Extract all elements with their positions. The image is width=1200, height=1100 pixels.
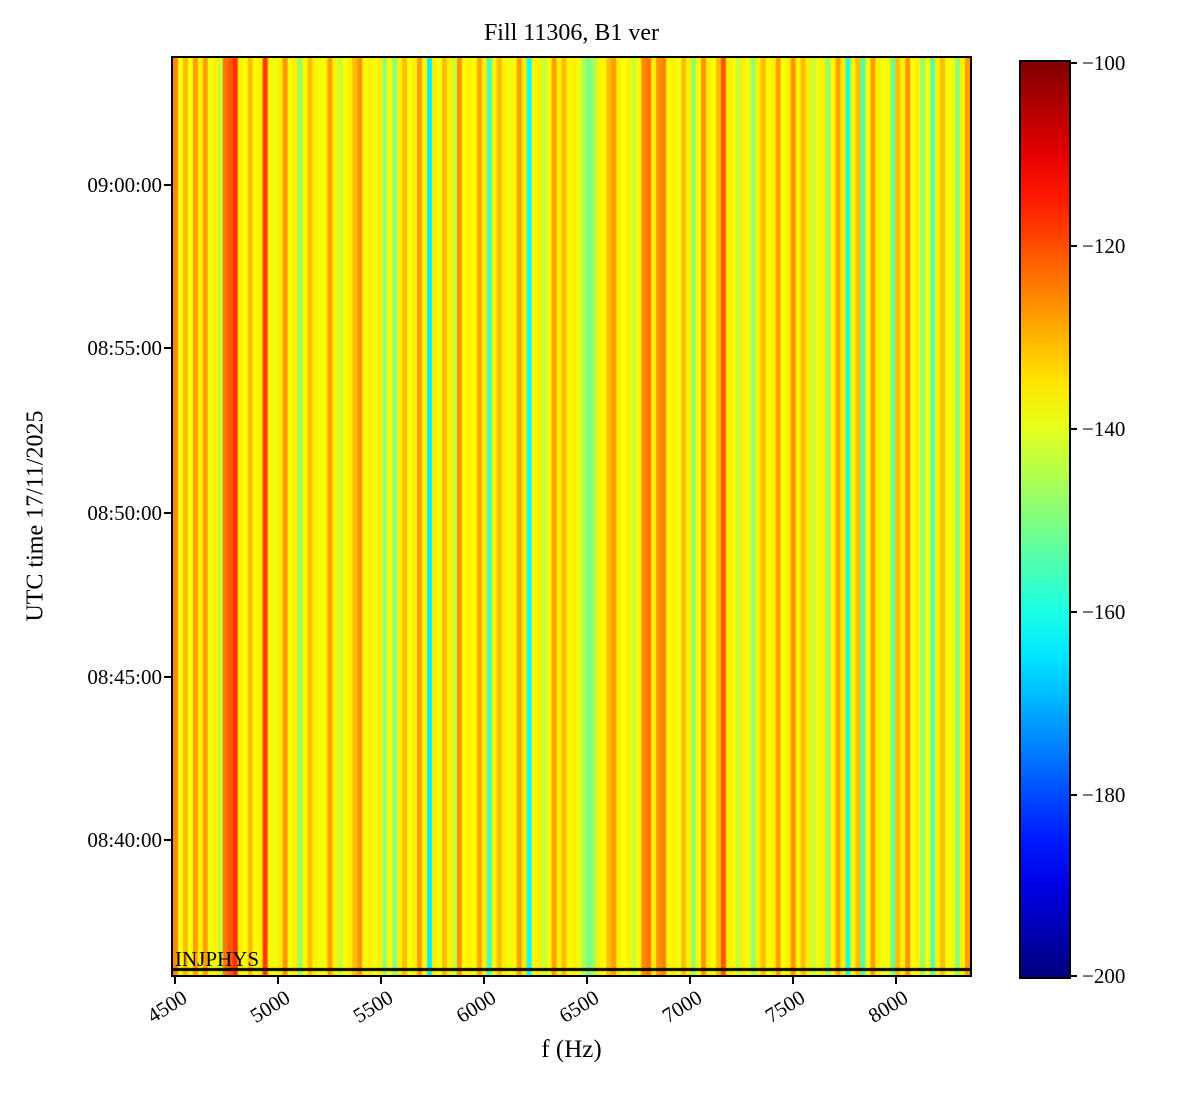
x-tick-label: 4500 — [142, 985, 192, 1028]
x-tick-mark — [277, 975, 279, 984]
colorbar-tick-label: −180 — [1082, 783, 1126, 807]
colorbar-tick-mark — [1069, 62, 1077, 64]
x-tick-label: 5500 — [348, 985, 398, 1028]
x-tick-label: 7500 — [760, 985, 810, 1028]
y-tick-label: 08:50:00 — [87, 501, 162, 525]
y-tick-mark — [164, 184, 173, 186]
x-axis-label: f (Hz) — [541, 1036, 602, 1063]
x-tick-label: 5000 — [245, 985, 295, 1028]
colorbar-tick-label: −100 — [1082, 51, 1126, 75]
colorbar-tick-mark — [1069, 975, 1077, 977]
colorbar-tick-label: −140 — [1082, 417, 1126, 441]
x-tick-mark — [689, 975, 691, 984]
colorbar-tick-mark — [1069, 428, 1077, 430]
y-tick-mark — [164, 839, 173, 841]
colorbar-tick-mark — [1069, 611, 1077, 613]
y-tick-label: 08:55:00 — [87, 336, 162, 360]
colorbar-tick-label: −200 — [1082, 964, 1126, 988]
colorbar-tick-label: −160 — [1082, 600, 1126, 624]
spectrogram-canvas — [173, 58, 970, 975]
x-tick-label: 6000 — [451, 985, 501, 1028]
colorbar — [1019, 60, 1071, 979]
x-tick-mark — [380, 975, 382, 984]
y-tick-label: 09:00:00 — [87, 173, 162, 197]
x-tick-mark — [483, 975, 485, 984]
colorbar-tick-label: −120 — [1082, 234, 1126, 258]
x-tick-mark — [586, 975, 588, 984]
y-tick-mark — [164, 676, 173, 678]
x-tick-mark — [792, 975, 794, 984]
x-tick-mark — [895, 975, 897, 984]
x-tick-mark — [174, 975, 176, 984]
plot-title: Fill 11306, B1 ver — [483, 20, 660, 46]
y-tick-mark — [164, 347, 173, 349]
y-tick-mark — [164, 512, 173, 514]
x-tick-label: 6500 — [554, 985, 604, 1028]
heatmap-plot-area: INJPHYS — [171, 56, 972, 977]
colorbar-tick-mark — [1069, 245, 1077, 247]
y-tick-label: 08:45:00 — [87, 665, 162, 689]
beam-mode-annotation: INJPHYS — [175, 947, 260, 971]
y-tick-label: 08:40:00 — [87, 828, 162, 852]
x-tick-label: 7000 — [657, 985, 707, 1028]
x-tick-label: 8000 — [863, 985, 913, 1028]
colorbar-tick-mark — [1069, 794, 1077, 796]
